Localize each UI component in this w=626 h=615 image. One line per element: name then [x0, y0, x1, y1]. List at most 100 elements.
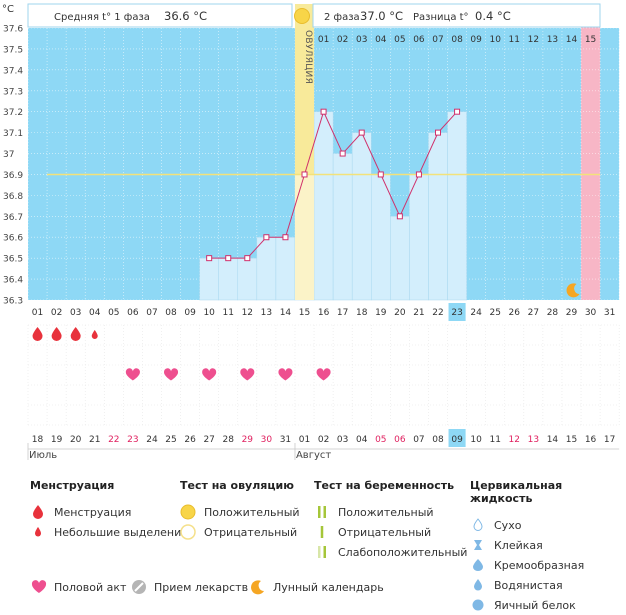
- temperature-bar: [218, 257, 239, 301]
- legend-label: Кремообразная: [494, 558, 585, 572]
- legend-label: Прием лекарств: [154, 580, 249, 594]
- legend-label: Отрицательный: [338, 525, 432, 539]
- today-marker: [448, 303, 466, 321]
- phase2-day-label: 10: [489, 35, 501, 45]
- cycle-day-label: 06: [127, 308, 139, 318]
- cycle-day-label: 02: [51, 308, 62, 318]
- calendar-date-label: 09: [451, 435, 463, 445]
- legend-item: Сухо: [470, 515, 626, 535]
- phase2-day-label: 09: [470, 35, 482, 45]
- y-tick-label: 36.4: [3, 276, 23, 286]
- calendar-date-label: 25: [165, 435, 176, 445]
- calendar-date-label: 30: [261, 435, 273, 445]
- legend-label: Яичный белок: [494, 598, 576, 612]
- legend-menstruation-title: Менструация: [30, 479, 115, 492]
- cycle-day-label: 25: [489, 308, 500, 318]
- calendar-date-label: 18: [32, 435, 44, 445]
- cycle-day-label: 12: [242, 308, 253, 318]
- cycle-day-label: 30: [585, 308, 597, 318]
- phase2-day-label: 12: [528, 35, 539, 45]
- difference-value: 0.4 °C: [475, 9, 511, 23]
- phase1-avg-value: 36.6 °C: [164, 9, 207, 23]
- legend-label: Менструация: [54, 505, 132, 519]
- moon-icon: [249, 578, 267, 596]
- expected-period-column: [581, 4, 601, 300]
- small-drop-icon: [30, 524, 46, 540]
- cycle-day-label: 31: [604, 308, 615, 318]
- intercourse-heart: [163, 368, 179, 381]
- calendar-date-label: 13: [528, 435, 539, 445]
- temperature-point: [225, 255, 232, 262]
- ovulation-positive-icon: [180, 504, 196, 520]
- calendar-date-label: 17: [604, 435, 615, 445]
- dry-drop-icon: [470, 517, 486, 533]
- cycle-day-label: 03: [70, 308, 81, 318]
- calendar-date-label: 20: [70, 435, 82, 445]
- cycle-day-label: 19: [375, 308, 387, 318]
- legend-item: Менструация: [30, 502, 188, 522]
- menstruation-drop: [70, 327, 81, 341]
- ovulation-bar: [294, 174, 315, 300]
- y-tick-label: 36.3: [3, 297, 23, 307]
- legend-label: Клейкая: [494, 538, 543, 552]
- temperature-point: [244, 255, 251, 262]
- legend-item: Кремообразная: [470, 555, 626, 575]
- legend-pregnancy-test-title: Тест на беременность: [314, 479, 455, 492]
- legend-ovulation-test-title: Тест на овуляцию: [180, 479, 294, 492]
- legend-label: Отрицательный: [204, 525, 298, 539]
- phase2-day-label: 06: [413, 35, 425, 45]
- month-label: Август: [296, 450, 331, 460]
- legend-label: Положительный: [204, 505, 300, 519]
- y-tick-label: 37.6: [3, 25, 23, 35]
- temperature-point: [282, 234, 289, 241]
- legend-intercourse: Половой акт: [30, 578, 126, 596]
- calendar-date-label: 29: [242, 435, 254, 445]
- legend-pregnancy-test: Тест на беременность Положительный Отриц…: [314, 479, 467, 562]
- menstruation-drop: [51, 327, 62, 342]
- calendar-date-label: 27: [203, 435, 214, 445]
- cycle-day-label: 13: [261, 308, 272, 318]
- temperature-bar: [428, 132, 448, 301]
- cycle-day-label: 07: [146, 308, 157, 318]
- temperature-bar: [275, 236, 296, 301]
- intercourse-heart: [278, 368, 293, 381]
- temperature-point: [396, 213, 403, 220]
- temperature-point: [454, 108, 461, 115]
- calendar-date-label: 15: [566, 435, 577, 445]
- calendar-date-label: 19: [51, 435, 63, 445]
- legend-cervical-fluid-title: Цервикальная жидкость: [470, 479, 563, 505]
- legend-medication: Прием лекарств: [130, 578, 248, 596]
- pregnancy-positive-icon: [314, 504, 330, 520]
- temperature-bar: [447, 111, 467, 301]
- calendar-date-label: 31: [280, 435, 291, 445]
- calendar-date-label: 16: [585, 435, 597, 445]
- legend-label: Слабоположительный: [338, 545, 468, 559]
- cycle-day-label: 26: [509, 308, 521, 318]
- temperature-bars: [199, 4, 467, 301]
- calendar-date-label: 21: [89, 435, 100, 445]
- watery-drop-icon: [470, 577, 486, 593]
- phase2-day-label: 11: [509, 35, 520, 45]
- temperature-bar: [256, 236, 277, 301]
- temperature-point: [339, 150, 346, 157]
- calendar-date-label: 05: [375, 435, 386, 445]
- heart-icon: [30, 578, 48, 596]
- cycle-day-label: 15: [299, 308, 310, 318]
- legend-item: Положительный: [314, 502, 467, 522]
- temperature-bar: [199, 257, 219, 301]
- cycle-day-label: 29: [566, 308, 578, 318]
- intercourse-heart: [125, 368, 140, 381]
- temperature-bar: [351, 132, 372, 301]
- calendar-date-label: 14: [547, 435, 559, 445]
- temperature-bar: [390, 216, 410, 301]
- phase2-day-label: 15: [585, 35, 596, 45]
- blood-drop-icon: [30, 504, 46, 520]
- calendar-date-label: 11: [489, 435, 500, 445]
- phase2-day-label: 07: [432, 35, 443, 45]
- difference-label: Разница t°: [413, 12, 469, 23]
- temperature-point: [320, 108, 327, 115]
- cycle-day-label: 09: [184, 308, 196, 318]
- pill-icon: [130, 578, 148, 596]
- temperature-bar: [332, 153, 353, 301]
- intercourse-heart: [202, 368, 217, 381]
